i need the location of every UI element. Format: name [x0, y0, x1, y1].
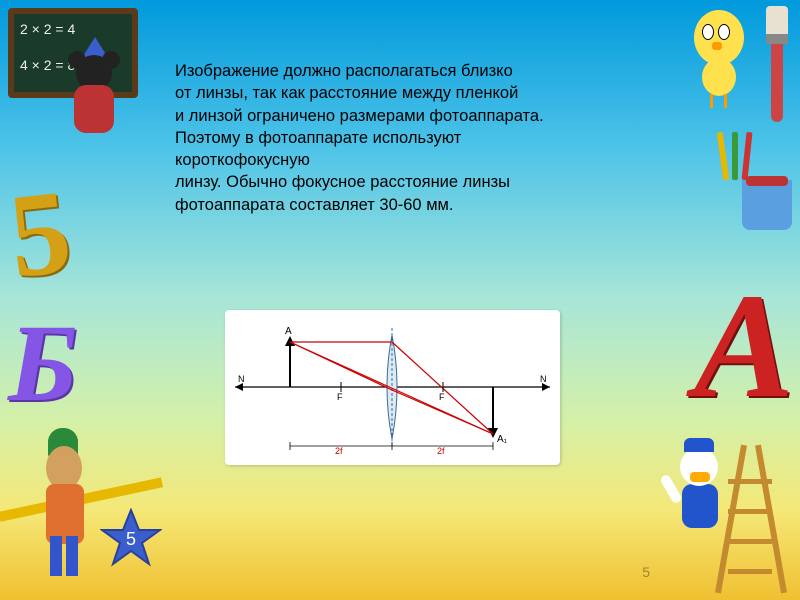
main-text: Изображение должно располагаться близко …: [175, 60, 645, 216]
label-N-left: N: [238, 374, 245, 384]
text-line: Изображение должно располагаться близко: [175, 60, 645, 82]
label-2f-left: 2f: [335, 446, 343, 455]
chalk-eq-1: 2 × 2 = 4: [20, 20, 126, 38]
big-digit-5: 5: [3, 162, 77, 306]
paint-bucket-icon: [742, 180, 792, 230]
text-line: короткофокусную: [175, 149, 645, 171]
star-number: 5: [126, 529, 136, 550]
label-F: F: [337, 392, 343, 402]
chalkboard: 2 × 2 = 4 4 × 2 = 8: [8, 8, 138, 98]
text-line: линзу. Обычно фокусное расстояние линзы: [175, 171, 645, 193]
donald-icon: [662, 414, 782, 594]
text-line: Поэтому в фотоаппарате используют: [175, 127, 645, 149]
paintbrush-icon: [766, 6, 788, 126]
text-line: и линзой ограничено размерами фотоаппара…: [175, 105, 645, 127]
lens-diagram: A A₁ N N F F 2f 2f: [225, 310, 560, 465]
big-letter-b: Б: [8, 300, 78, 427]
mickey-icon: [60, 55, 130, 145]
page-number: 5: [642, 564, 650, 580]
label-A: A: [285, 326, 292, 337]
text-line: от линзы, так как расстояние между пленк…: [175, 82, 645, 104]
pencils-icon: [720, 132, 780, 182]
tweety-icon: [680, 10, 760, 120]
big-letter-a: А: [694, 260, 794, 432]
star-badge: 5: [100, 508, 162, 570]
right-decor: А: [660, 0, 800, 600]
label-2f-right: 2f: [437, 446, 445, 455]
lens-diagram-svg: A A₁ N N F F 2f 2f: [235, 320, 550, 455]
label-A1: A₁: [497, 434, 508, 445]
label-F2: F: [439, 392, 445, 402]
label-N-right: N: [540, 374, 547, 384]
text-line: фотоаппарата составляет 30-60 мм.: [175, 194, 645, 216]
chalk-eq-2: 4 × 2 = 8: [20, 56, 126, 74]
